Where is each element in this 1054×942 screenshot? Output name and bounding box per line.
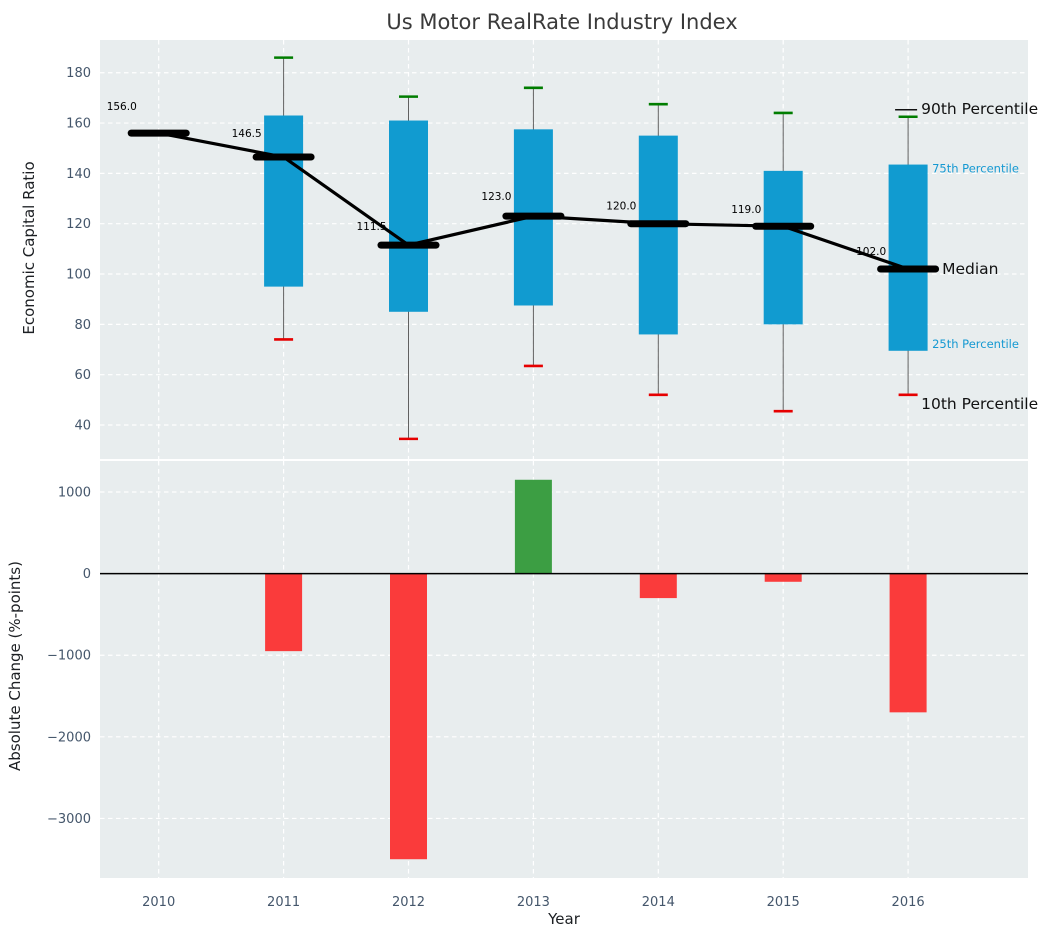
median-value-label-2011: 146.5 — [232, 128, 262, 140]
x-axis-label: Year — [547, 910, 581, 928]
ytick-label-top: 140 — [66, 167, 91, 182]
xtick-label-2011: 2011 — [267, 895, 300, 910]
chart-title: Us Motor RealRate Industry Index — [386, 10, 737, 34]
median-value-label-2015: 119.0 — [731, 204, 761, 216]
ytick-label-top: 40 — [74, 419, 91, 434]
ytick-label-top: 160 — [66, 117, 91, 132]
ytick-label-top: 100 — [66, 268, 91, 283]
change-bar-2015 — [764, 573, 802, 582]
percentile-box-2015 — [763, 170, 803, 325]
median-value-label-2012: 111.5 — [357, 221, 387, 233]
ytick-label-top: 80 — [74, 318, 91, 333]
percentile-box-2014 — [638, 135, 678, 335]
median-value-label-2016: 102.0 — [856, 246, 886, 258]
change-bar-2013 — [514, 479, 552, 574]
xtick-label-2012: 2012 — [392, 895, 425, 910]
xtick-label-2013: 2013 — [517, 895, 550, 910]
ytick-label-bottom: 1000 — [58, 486, 91, 501]
percentile-box-2012 — [389, 120, 429, 312]
percentile-box-2016 — [888, 164, 928, 351]
change-bar-2012 — [390, 573, 428, 860]
xtick-label-2014: 2014 — [642, 895, 675, 910]
annotation-25th-percentile: 25th Percentile — [932, 337, 1019, 351]
ytick-label-top: 60 — [74, 368, 91, 383]
median-value-label-2010: 156.0 — [107, 101, 137, 113]
change-bar-2011 — [265, 573, 303, 652]
y-axis-label-top: Economic Capital Ratio — [20, 161, 38, 334]
annotation-median: Median — [942, 260, 998, 278]
annotation-75th-percentile: 75th Percentile — [932, 162, 1019, 176]
xtick-label-2016: 2016 — [892, 895, 925, 910]
median-value-label-2014: 120.0 — [606, 201, 636, 213]
ytick-label-bottom: −3000 — [47, 812, 91, 827]
change-bar-2014 — [639, 573, 677, 599]
ytick-label-top: 120 — [66, 217, 91, 232]
xtick-label-2015: 2015 — [767, 895, 800, 910]
ytick-label-bottom: 0 — [83, 567, 91, 582]
top-panel-background — [100, 40, 1028, 459]
xtick-label-2010: 2010 — [142, 895, 175, 910]
annotation-10th-percentile: 10th Percentile — [921, 395, 1038, 413]
percentile-box-2011 — [264, 115, 304, 287]
ytick-label-bottom: −1000 — [47, 649, 91, 664]
ytick-label-top: 180 — [66, 66, 91, 81]
y-axis-label-bottom: Absolute Change (%-points) — [6, 561, 24, 771]
ytick-label-bottom: −2000 — [47, 730, 91, 745]
chart-render-root: 156.0 146.5 111.5 123.0 120.0 119.0 102.0 40 60 8… — [47, 40, 1038, 910]
annotation-90th-percentile: 90th Percentile — [921, 100, 1038, 118]
median-value-label-2013: 123.0 — [481, 191, 511, 203]
bottom-panel-background — [100, 461, 1028, 878]
change-bar-2016 — [889, 573, 927, 713]
